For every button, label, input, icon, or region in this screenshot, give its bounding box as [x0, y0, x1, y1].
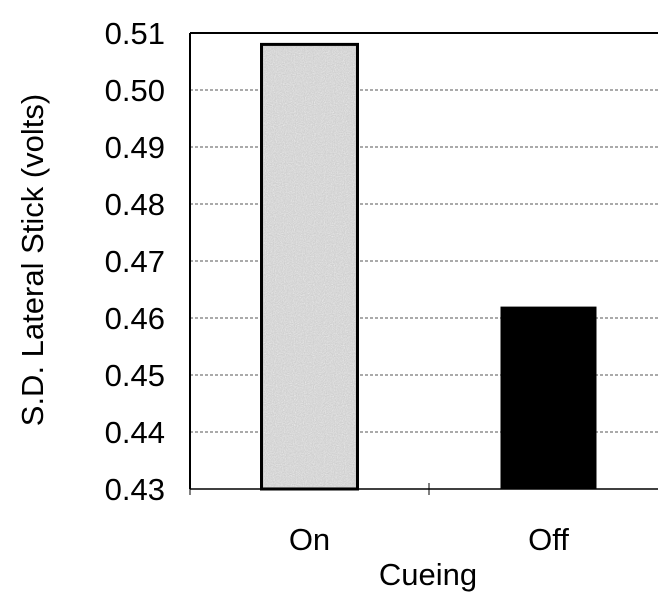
y-tick-label: 0.47	[105, 244, 165, 279]
y-tick-label: 0.51	[105, 16, 165, 51]
x-tick-label: Off	[528, 522, 569, 557]
y-tick-label: 0.46	[105, 301, 165, 336]
y-axis-title: S.D. Lateral Stick (volts)	[15, 94, 50, 426]
y-tick-label: 0.45	[105, 358, 165, 393]
y-tick-label: 0.50	[105, 73, 165, 108]
axes	[189, 32, 658, 495]
x-tick-labels: On Off	[289, 522, 569, 557]
x-axis-title: Cueing	[379, 557, 477, 592]
y-tick-label: 0.44	[105, 415, 165, 450]
y-tick-label: 0.49	[105, 130, 165, 165]
x-tick-label: On	[289, 522, 330, 557]
y-tick-label: 0.48	[105, 187, 165, 222]
bar-texture-on	[263, 46, 356, 488]
bar-off	[500, 306, 597, 489]
bars	[260, 42, 597, 491]
y-tick-labels: 0.43 0.44 0.45 0.46 0.47 0.48 0.49 0.50 0.51	[105, 16, 165, 507]
y-tick-label: 0.43	[105, 472, 165, 507]
